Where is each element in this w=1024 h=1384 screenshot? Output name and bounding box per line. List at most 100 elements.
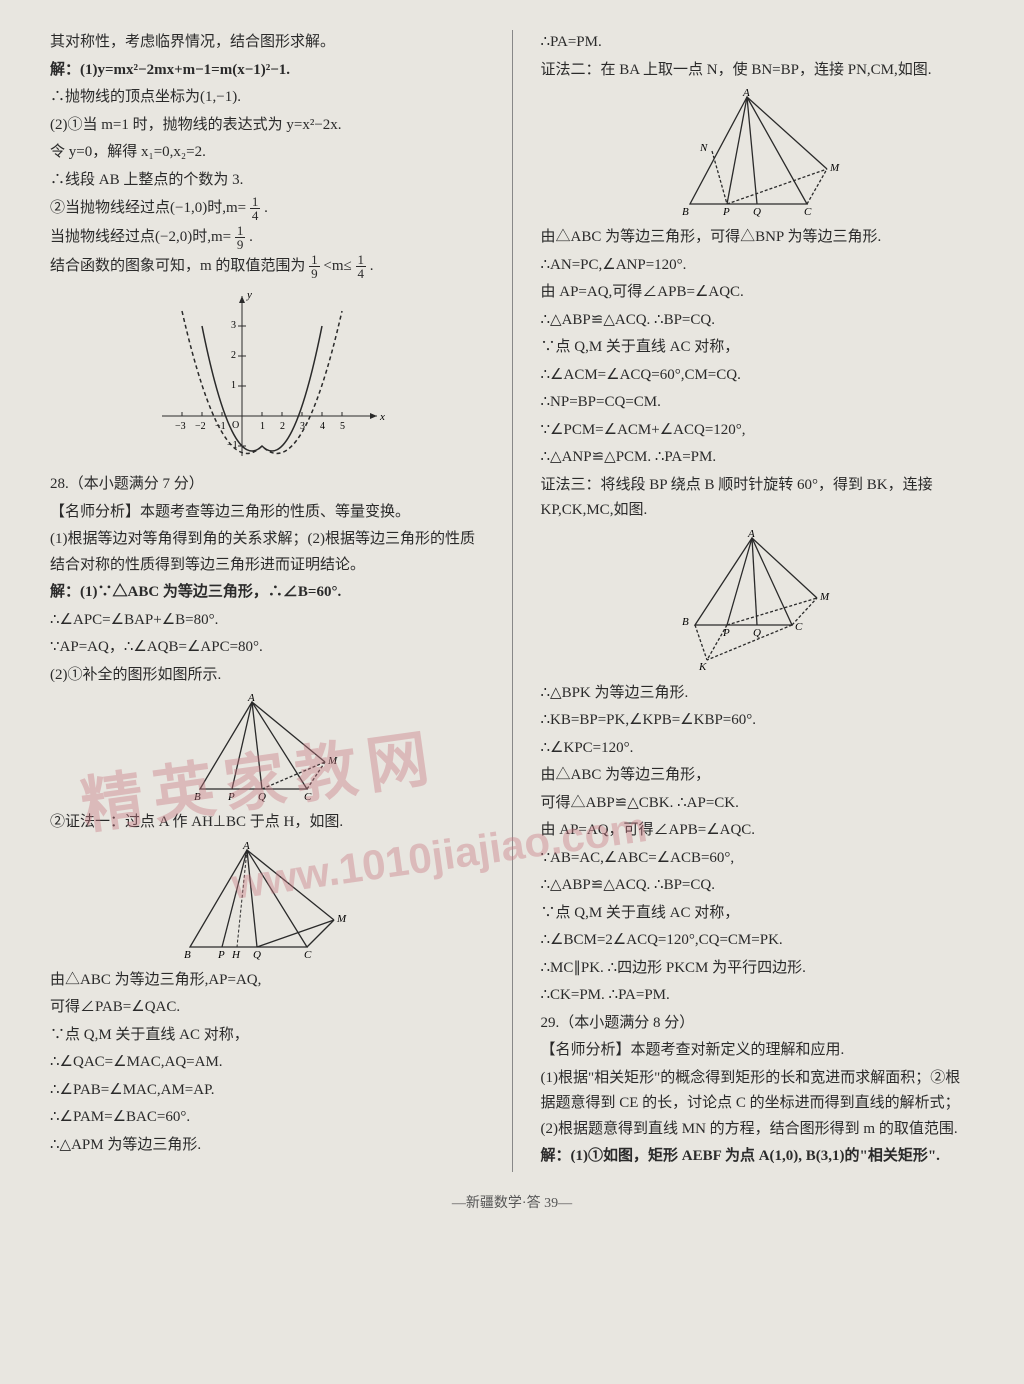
page-footer: —新疆数学·答 39— (50, 1192, 974, 1216)
text-line: ∴NP=BP=CQ=CM. (541, 390, 975, 416)
text-line: 证法二：在 BA 上取一点 N，使 BN=BP，连接 PN,CM,如图. (541, 58, 975, 84)
svg-text:A: A (742, 89, 750, 99)
svg-text:M: M (336, 913, 347, 925)
text-line: ∴AN=PC,∠ANP=120°. (541, 253, 975, 279)
svg-text:3: 3 (231, 320, 236, 331)
text-line: ∴△ANP≌△PCM. ∴PA=PM. (541, 445, 975, 471)
svg-text:P: P (217, 949, 225, 961)
text-line: ∴△BPK 为等边三角形. (541, 681, 975, 707)
svg-text:C: C (804, 206, 812, 218)
svg-text:x: x (379, 411, 385, 423)
svg-text:y: y (246, 289, 252, 301)
svg-text:2: 2 (280, 421, 285, 432)
svg-text:P: P (722, 206, 730, 218)
left-column: 其对称性，考虑临界情况，结合图形求解。 解：(1)y=mx²−2mx+m−1=m… (50, 30, 484, 1172)
text-line: (1)根据等边对等角得到角的关系求解；(2)根据等边三角形的性质结合对称的性质得… (50, 527, 484, 578)
text-line: ∴∠PAM=∠BAC=60°. (50, 1105, 484, 1131)
svg-text:K: K (698, 661, 707, 673)
text-line: ∴∠KPC=120°. (541, 736, 975, 762)
text-line: (2)①当 m=1 时，抛物线的表达式为 y=x²−2x. (50, 113, 484, 139)
text-line: ∴KB=BP=PK,∠KPB=∠KBP=60°. (541, 708, 975, 734)
text-line: ∵AP=AQ，∴∠AQB=∠APC=80°. (50, 635, 484, 661)
svg-text:1: 1 (260, 421, 265, 432)
parabola-graph: x y O −3 −2 −1 1 2 3 4 5 1 2 3 −1 (50, 286, 484, 466)
svg-text:1: 1 (231, 380, 236, 391)
svg-text:M: M (829, 162, 840, 174)
text-line: 结合函数的图象可知，m 的取值范围为 19 <m≤ 14 . (50, 253, 484, 280)
svg-text:H: H (231, 949, 241, 961)
text-line: ∵点 Q,M 关于直线 AC 对称， (50, 1023, 484, 1049)
text-line: ②证法一：过点 A 作 AH⊥BC 于点 H，如图. (50, 810, 484, 836)
svg-text:C: C (304, 949, 312, 961)
text-line: 由 AP=AQ,可得∠APB=∠AQC. (541, 280, 975, 306)
text-line: 由 AP=AQ，可得∠APB=∠AQC. (541, 818, 975, 844)
svg-text:2: 2 (231, 350, 236, 361)
text-line: ∵点 Q,M 关于直线 AC 对称， (541, 335, 975, 361)
svg-text:B: B (682, 206, 689, 218)
text-line: ∴△APM 为等边三角形. (50, 1133, 484, 1159)
fraction: 19 (235, 224, 246, 251)
text-line: 令 y=0，解得 x₁=0,x₂=2. (50, 140, 484, 166)
text-line: ∴△ABP≌△ACQ. ∴BP=CQ. (541, 873, 975, 899)
fraction: 14 (250, 195, 261, 222)
svg-text:C: C (304, 791, 312, 803)
text-line: (1)根据"相关矩形"的概念得到矩形的长和宽进而求解面积；②根据题意得到 CE … (541, 1066, 975, 1143)
svg-text:A: A (242, 842, 250, 852)
text-line: ∴∠QAC=∠MAC,AQ=AM. (50, 1050, 484, 1076)
svg-text:5: 5 (340, 421, 345, 432)
text-line: 由△ABC 为等边三角形，可得△BNP 为等边三角形. (541, 225, 975, 251)
text-line: ∴MC∥PK. ∴四边形 PKCM 为平行四边形. (541, 956, 975, 982)
text-line: ∴△ABP≌△ACQ. ∴BP=CQ. (541, 308, 975, 334)
text-line: ∴PA=PM. (541, 30, 975, 56)
text-line: 由△ABC 为等边三角形， (541, 763, 975, 789)
analysis-line: 【名师分析】本题考查对新定义的理解和应用. (541, 1038, 975, 1064)
svg-text:O: O (232, 420, 239, 431)
text-line: 可得△ABP≌△CBK. ∴AP=CK. (541, 791, 975, 817)
svg-text:Q: Q (753, 627, 761, 639)
text-line: 可得∠PAB=∠QAC. (50, 995, 484, 1021)
solution-line: 解：(1)y=mx²−2mx+m−1=m(x−1)²−1. (50, 58, 484, 84)
svg-text:A: A (747, 530, 755, 540)
svg-text:B: B (184, 949, 191, 961)
svg-text:4: 4 (320, 421, 325, 432)
text-line: 当抛物线经过点(−2,0)时,m= 19 . (50, 224, 484, 251)
svg-text:Q: Q (253, 949, 261, 961)
fraction: 19 (309, 253, 320, 280)
text-line: ②当抛物线经过点(−1,0)时,m= 14 . (50, 195, 484, 222)
text-line: ∴∠ACM=∠ACQ=60°,CM=CQ. (541, 363, 975, 389)
svg-text:−2: −2 (195, 421, 206, 432)
svg-text:B: B (194, 791, 201, 803)
svg-text:M: M (819, 591, 830, 603)
solution-line: 解：(1)∵△ABC 为等边三角形，∴∠B=60°. (50, 580, 484, 606)
text-line: ∴抛物线的顶点坐标为(1,−1). (50, 85, 484, 111)
text-line: 由△ABC 为等边三角形,AP=AQ, (50, 968, 484, 994)
text-line: ∵AB=AC,∠ABC=∠ACB=60°, (541, 846, 975, 872)
triangle-diagram-2: A B P H Q C M (50, 842, 484, 962)
right-column: ∴PA=PM. 证法二：在 BA 上取一点 N，使 BN=BP，连接 PN,CM… (541, 30, 975, 1172)
svg-text:N: N (699, 142, 708, 154)
text-line: ∵∠PCM=∠ACM+∠ACQ=120°, (541, 418, 975, 444)
text-line: ∴∠APC=∠BAP+∠B=80°. (50, 608, 484, 634)
triangle-diagram-1: A B P Q C M (50, 694, 484, 804)
svg-text:Q: Q (258, 791, 266, 803)
question-number: 29.（本小题满分 8 分） (541, 1011, 975, 1037)
fraction: 14 (356, 253, 367, 280)
analysis-line: 【名师分析】本题考查等边三角形的性质、等量变换。 (50, 500, 484, 526)
triangle-diagram-4: A B P Q C M K (541, 530, 975, 675)
text-line: ∵点 Q,M 关于直线 AC 对称， (541, 901, 975, 927)
solution-line: 解：(1)①如图，矩形 AEBF 为点 A(1,0), B(3,1)的"相关矩形… (541, 1144, 975, 1170)
svg-text:−3: −3 (175, 421, 186, 432)
svg-text:B: B (682, 616, 689, 628)
triangle-diagram-3: A N M B P Q C (541, 89, 975, 219)
svg-text:−1: −1 (215, 421, 226, 432)
text-line: (2)①补全的图形如图所示. (50, 663, 484, 689)
text-line: ∴∠BCM=2∠ACQ=120°,CQ=CM=PK. (541, 928, 975, 954)
text-line: ∴线段 AB 上整点的个数为 3. (50, 168, 484, 194)
column-divider (512, 30, 513, 1172)
text-line: ∴CK=PM. ∴PA=PM. (541, 983, 975, 1009)
svg-text:P: P (722, 627, 730, 639)
text-line: 证法三：将线段 BP 绕点 B 顺时针旋转 60°，得到 BK，连接 KP,CK… (541, 473, 975, 524)
svg-text:Q: Q (753, 206, 761, 218)
text-line: 其对称性，考虑临界情况，结合图形求解。 (50, 30, 484, 56)
question-number: 28.（本小题满分 7 分） (50, 472, 484, 498)
